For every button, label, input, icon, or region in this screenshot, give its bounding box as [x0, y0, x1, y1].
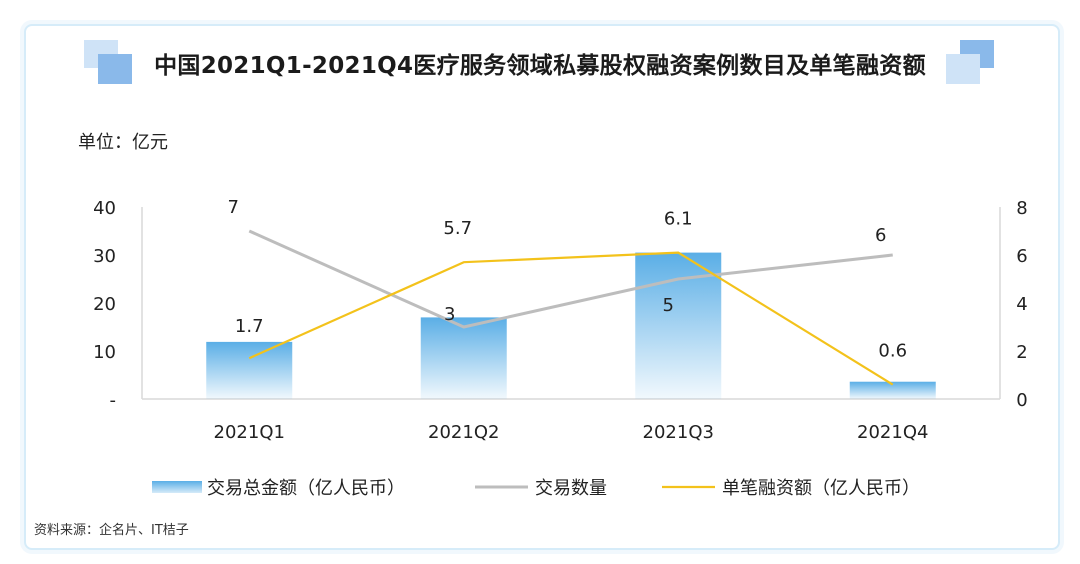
- x-tick-label: 2021Q4: [857, 422, 928, 443]
- legend-bar-swatch: [152, 481, 202, 493]
- count-data-label: 7: [228, 197, 239, 218]
- avg-data-label: 6.1: [664, 209, 693, 230]
- right-tick-label: 0: [1016, 390, 1027, 411]
- count-data-label: 5: [663, 295, 674, 316]
- avg-data-label: 1.7: [235, 316, 264, 337]
- avg-data-label: 5.7: [443, 218, 472, 239]
- avg-series-line: [248, 251, 894, 386]
- left-tick-label: 10: [93, 342, 116, 363]
- right-tick-label: 4: [1016, 294, 1027, 315]
- chart-title: 中国2021Q1-2021Q4医疗服务领域私募股权融资案例数目及单笔融资额: [154, 53, 926, 79]
- title-decoration-left: [84, 40, 132, 84]
- left-tick-label: 40: [93, 198, 116, 219]
- legend-bar-label: 交易总金额（亿人民币）: [207, 478, 405, 499]
- legend-count-label: 交易数量: [535, 478, 607, 499]
- bar: [420, 317, 507, 399]
- chart-card: [24, 24, 1060, 550]
- left-tick-label: 20: [93, 294, 116, 315]
- left-tick-label: -: [110, 390, 117, 411]
- bar: [206, 341, 293, 399]
- bar: [849, 381, 936, 399]
- unit-label: 单位：亿元: [78, 132, 168, 153]
- legend-avg-label: 单笔融资额（亿人民币）: [722, 478, 920, 499]
- count-series-line: [248, 229, 893, 329]
- avg-data-label: 0.6: [878, 341, 907, 362]
- x-tick-label: 2021Q1: [214, 422, 285, 443]
- title-decoration-right: [946, 40, 994, 84]
- x-tick-label: 2021Q2: [428, 422, 499, 443]
- x-tick-label: 2021Q3: [643, 422, 714, 443]
- right-tick-label: 6: [1016, 246, 1027, 267]
- source-note: 资料来源：企名片、IT桔子: [34, 523, 189, 538]
- right-tick-label: 8: [1016, 198, 1027, 219]
- left-tick-label: 30: [93, 246, 116, 267]
- right-tick-label: 2: [1016, 342, 1027, 363]
- count-data-label: 6: [875, 225, 886, 246]
- count-data-label: 3: [444, 304, 455, 325]
